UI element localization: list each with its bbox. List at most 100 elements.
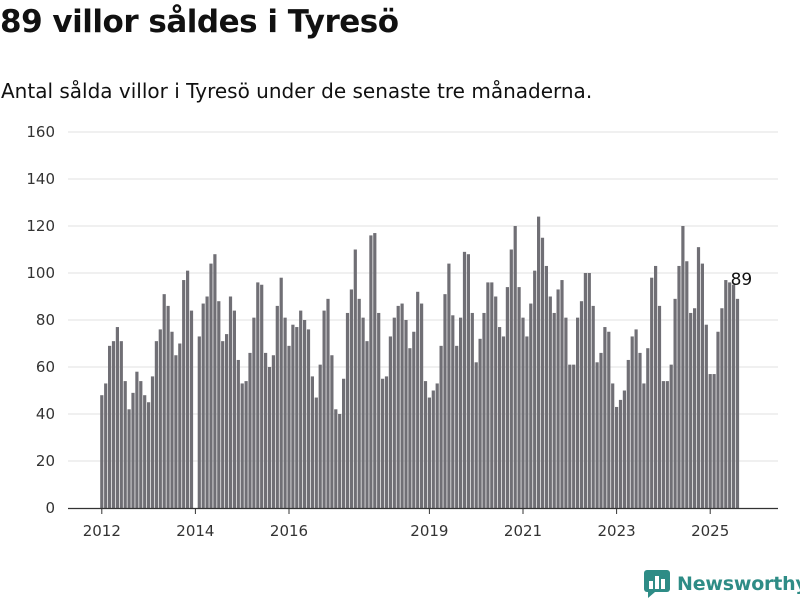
bar — [275, 305, 279, 508]
bar — [182, 280, 186, 508]
bar — [338, 414, 342, 508]
bar — [318, 364, 322, 508]
bar — [732, 284, 736, 508]
bar — [673, 298, 677, 508]
bar — [720, 308, 724, 508]
bar — [498, 327, 502, 508]
bar — [459, 317, 463, 508]
bar — [228, 296, 233, 508]
bar — [240, 383, 244, 508]
bar — [143, 395, 147, 508]
bar — [232, 310, 236, 508]
bar — [537, 216, 541, 508]
bar — [451, 315, 455, 508]
x-tick-label: 2025 — [691, 522, 729, 540]
bar — [166, 305, 170, 508]
bar — [431, 390, 435, 508]
bar — [704, 324, 708, 508]
axes: 0 20 40 60 80 100 120 140 160 2012 2014 2016 2019 202… — [26, 123, 778, 540]
bar — [646, 348, 650, 508]
bar — [494, 296, 498, 508]
bar — [716, 331, 720, 508]
bar — [189, 310, 194, 508]
bar — [728, 282, 732, 508]
bar — [127, 409, 131, 508]
bar — [665, 381, 669, 508]
bar — [470, 312, 474, 508]
bar — [260, 284, 264, 508]
bar — [420, 303, 424, 508]
bar — [209, 263, 213, 508]
bar — [595, 362, 599, 508]
bar — [377, 312, 381, 508]
bar — [591, 305, 595, 508]
bar — [299, 310, 303, 508]
bar — [540, 237, 545, 508]
bar — [310, 376, 314, 508]
y-tick-label: 160 — [26, 123, 55, 141]
bar — [264, 352, 268, 508]
bar — [111, 341, 116, 508]
y-tick-label: 0 — [45, 499, 55, 517]
bar — [150, 376, 155, 508]
bar — [174, 355, 178, 508]
bar — [291, 324, 295, 508]
bar — [225, 334, 229, 508]
bar — [119, 341, 123, 508]
y-tick-label: 20 — [36, 452, 55, 470]
bar — [267, 367, 272, 508]
bar — [115, 327, 119, 508]
bar — [638, 352, 642, 508]
bar-series — [100, 216, 740, 509]
bar — [552, 312, 556, 508]
x-tick-label: 2023 — [598, 522, 636, 540]
bar — [490, 282, 494, 508]
y-tick-label: 40 — [36, 405, 55, 423]
bar — [283, 317, 287, 508]
bar — [412, 331, 416, 508]
y-tick-label: 120 — [26, 217, 55, 235]
bar — [587, 273, 591, 508]
bar — [630, 336, 634, 508]
bar — [408, 348, 412, 508]
bar — [404, 320, 408, 508]
bar — [669, 364, 673, 508]
bar — [217, 301, 221, 508]
chart-title: 89 villor såldes i Tyresö — [0, 4, 399, 40]
bar — [657, 305, 662, 508]
bar — [622, 390, 626, 508]
bar — [654, 265, 658, 508]
bar — [478, 338, 482, 508]
bar — [455, 345, 459, 508]
bar — [271, 355, 275, 508]
bar — [521, 317, 525, 508]
bar — [560, 280, 564, 508]
bar — [564, 317, 568, 508]
x-tick-label: 2014 — [176, 522, 214, 540]
bar — [135, 371, 139, 508]
bar — [400, 303, 404, 508]
bar — [416, 291, 420, 508]
bar — [104, 383, 108, 508]
chart-subtitle: Antal sålda villor i Tyresö under de sen… — [1, 79, 593, 103]
bar — [131, 392, 135, 508]
bar — [603, 327, 607, 508]
y-tick-label: 80 — [36, 311, 55, 329]
brand-name: Newsworthy — [677, 573, 800, 595]
bar — [724, 280, 728, 508]
bar-chart-icon — [644, 570, 670, 598]
bar — [474, 362, 478, 508]
bar — [599, 352, 603, 508]
bar — [572, 364, 576, 508]
bar — [611, 383, 615, 508]
bar — [525, 336, 529, 508]
bar — [334, 409, 338, 508]
bar — [154, 341, 158, 508]
bar — [700, 263, 704, 508]
bar — [681, 226, 685, 508]
bar — [306, 329, 311, 508]
bar — [381, 378, 385, 508]
bar — [369, 235, 373, 508]
bar — [147, 402, 151, 508]
bar — [213, 254, 217, 508]
